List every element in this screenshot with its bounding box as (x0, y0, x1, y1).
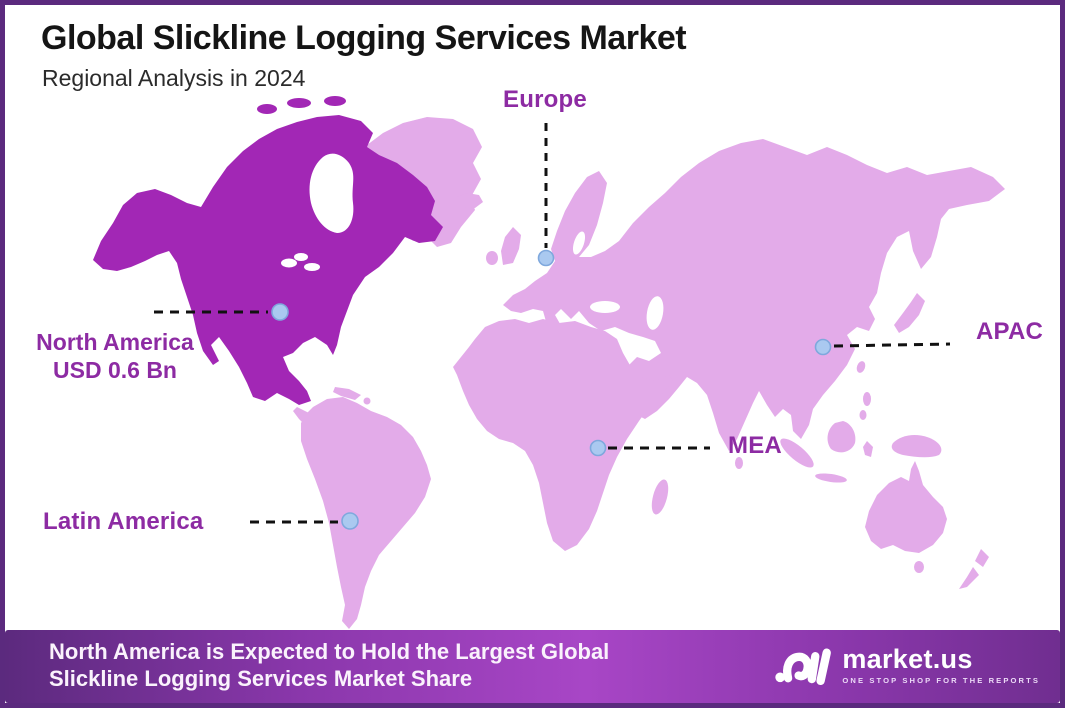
map-iceland (455, 193, 483, 208)
map-arctic-island-3 (324, 96, 346, 106)
great-lake-1 (281, 258, 297, 268)
banner-line-1: North America is Expected to Hold the La… (49, 639, 610, 664)
map-taiwan (856, 361, 866, 373)
map-arctic-island-2 (287, 98, 311, 108)
caspian-sea (646, 296, 664, 330)
label-north-america: North America USD 0.6 Bn (15, 328, 215, 384)
page-subtitle: Regional Analysis in 2024 (42, 65, 306, 91)
marker-latin-america (341, 512, 359, 530)
brand-logo: market.us ONE STOP SHOP FOR THE REPORTS (774, 642, 1040, 688)
map-sri-lanka (735, 457, 743, 469)
marker-europe (537, 249, 555, 267)
map-madagascar (651, 479, 669, 515)
map-australia (865, 461, 947, 553)
map-north-america (93, 115, 443, 405)
map-tasmania (914, 561, 924, 573)
map-africa (453, 319, 673, 551)
map-north-america-highlight (93, 96, 443, 405)
map-philippines-1 (863, 392, 871, 406)
bottom-banner: North America is Expected to Hold the La… (5, 630, 1060, 703)
connector-apac (833, 342, 951, 348)
map-uk (501, 227, 521, 265)
map-new-zealand-north (975, 549, 989, 567)
brand-words: market.us ONE STOP SHOP FOR THE REPORTS (842, 643, 1040, 685)
world-map (93, 96, 1005, 629)
marker-north-america (271, 303, 289, 321)
map-new-guinea (891, 435, 942, 458)
map-borneo (827, 421, 856, 453)
baltic-sea (572, 231, 586, 255)
map-java (815, 473, 847, 483)
map-arctic-island-1 (257, 104, 277, 114)
map-hispaniola (363, 397, 371, 405)
map-sulawesi (863, 441, 873, 457)
location-markers (271, 249, 832, 530)
label-mea: MEA (728, 432, 782, 459)
label-europe: Europe (503, 86, 587, 113)
brand-tagline: ONE STOP SHOP FOR THE REPORTS (842, 675, 1040, 685)
banner-line-2: Slickline Logging Services Market Share (49, 666, 473, 691)
map-new-zealand-south (959, 567, 979, 589)
marker-apac (814, 338, 832, 356)
map-water-cutouts (281, 153, 664, 330)
page-title: Global Slickline Logging Services Market (41, 19, 687, 57)
map-ireland (486, 251, 498, 265)
brand-name: market.us (842, 643, 973, 674)
map-south-america (301, 397, 431, 629)
label-north-america-name: North America (36, 329, 194, 355)
marker-mea (589, 439, 607, 457)
great-lake-2 (294, 253, 308, 261)
map-philippines-2 (859, 410, 867, 420)
map-sumatra (780, 438, 814, 468)
connector-lines (154, 123, 951, 524)
label-north-america-value: USD 0.6 Bn (53, 357, 177, 383)
label-apac: APAC (976, 318, 1044, 345)
black-sea (590, 301, 620, 313)
banner-headline: North America is Expected to Hold the La… (49, 638, 609, 692)
great-lake-3 (304, 263, 320, 271)
label-latin-america: Latin America (43, 508, 204, 535)
hudson-bay (309, 153, 354, 233)
market-us-logo-icon (775, 648, 832, 685)
map-japan (894, 293, 925, 333)
map-cuba (333, 387, 361, 400)
